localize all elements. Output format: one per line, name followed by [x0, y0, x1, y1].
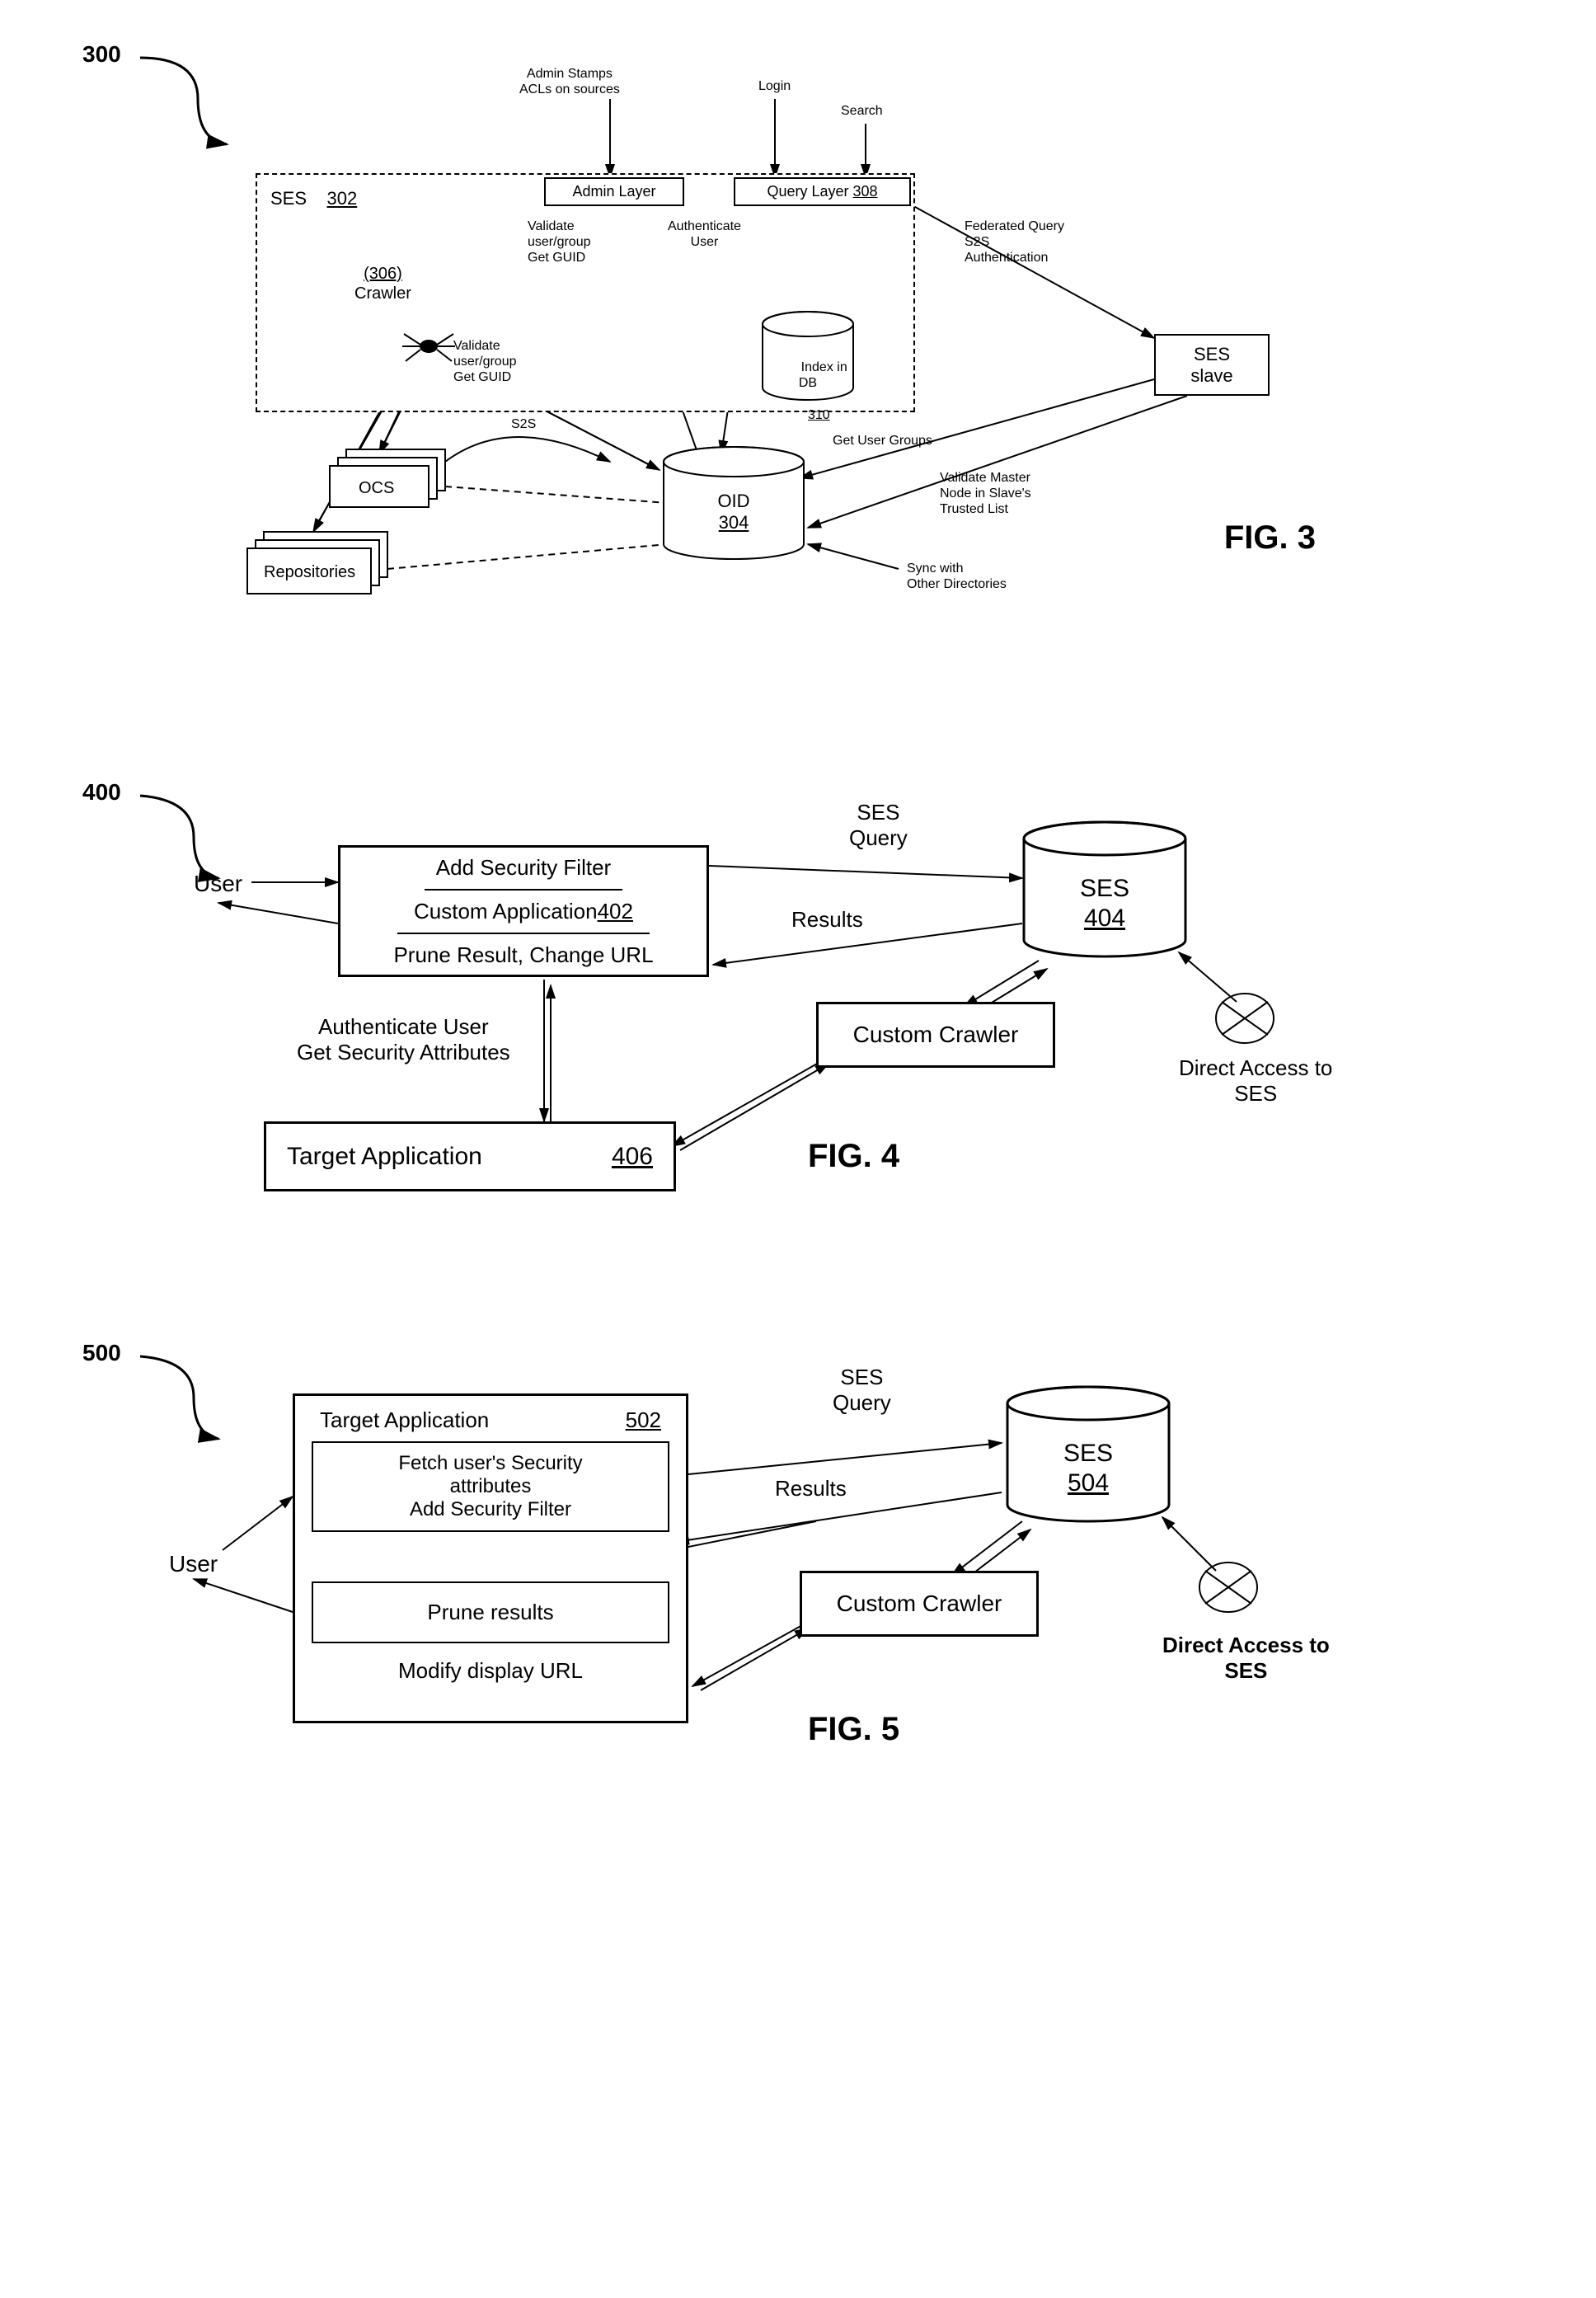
admin-stamps-label: Admin Stamps ACLs on sources — [519, 66, 620, 97]
admin-layer: Admin Layer — [544, 177, 684, 206]
validate-master: Validate Master Node in Slave's Trusted … — [940, 470, 1031, 518]
fig4-arrows — [33, 775, 1563, 1237]
crossed-circle-icon — [1212, 985, 1278, 1051]
crawler: (306) Crawler — [354, 264, 411, 303]
repositories-stack: Repositories — [239, 528, 404, 602]
fig4-ses-num: 404 — [1084, 905, 1125, 932]
fig3-refnum: 300 — [82, 41, 121, 68]
repositories-label: Repositories — [264, 562, 355, 582]
fig4-user: User — [194, 870, 242, 898]
ocs-stack: OCS — [322, 445, 453, 515]
fig4-title: FIG. 4 — [808, 1138, 899, 1175]
oid-label: OID — [717, 491, 749, 511]
ocs-label: OCS — [359, 478, 394, 498]
query-layer: Query Layer 308 — [734, 177, 911, 206]
fig4-direct-access: Direct Access to SES — [1179, 1055, 1332, 1107]
fig5-target-app: Target Application 502 Fetch user's Secu… — [293, 1393, 688, 1723]
ses-label: SES — [270, 188, 307, 209]
fig5-ses-query: SES Query — [833, 1365, 891, 1416]
fig5-target-app-num: 502 — [626, 1407, 661, 1433]
sync: Sync with Other Directories — [907, 561, 1007, 592]
validate-ug1: Validate user/group Get GUID — [528, 219, 591, 266]
fig5-user: User — [169, 1550, 218, 1578]
custom-app-row2-label: Custom Application — [414, 899, 598, 924]
s2s: S2S — [511, 416, 536, 432]
spider-icon — [396, 322, 462, 371]
fig5-inner-box2: Prune results — [312, 1581, 669, 1643]
login-label: Login — [758, 78, 791, 94]
crawler-label: Crawler — [354, 284, 411, 303]
custom-app-row3: Prune Result, Change URL — [382, 934, 664, 976]
oid-num: 304 — [719, 512, 749, 533]
fig5-target-app-title: Target Application — [320, 1407, 489, 1433]
fed-query: Federated Query S2S Authentication — [965, 219, 1064, 266]
fig4-ses-query: SES Query — [849, 800, 908, 851]
crawler-num: (306) — [354, 264, 411, 284]
figure-3: 300 SES 302 (306) Crawler Admin Layer Qu… — [33, 33, 1563, 676]
fig5-custom-crawler: Custom Crawler — [800, 1571, 1039, 1637]
oid-cylinder: OID 304 — [660, 445, 808, 573]
crossed-circle-icon — [1195, 1554, 1261, 1620]
fig4-refnum: 400 — [82, 779, 121, 806]
get-user-groups: Get User Groups — [833, 433, 932, 449]
query-layer-label: Query Layer — [767, 183, 848, 200]
fig4-target-app-num: 406 — [612, 1143, 653, 1171]
fig5-ses-label: SES — [1063, 1440, 1113, 1467]
index-db-num: 310 — [808, 408, 830, 422]
fig4-auth-user: Authenticate User Get Security Attribute… — [297, 1014, 510, 1065]
fig5-ses-cylinder: SES 504 — [1002, 1385, 1175, 1538]
fig5-refnum: 500 — [82, 1340, 121, 1366]
fig5-title: FIG. 5 — [808, 1711, 899, 1748]
fig5-inner-box1: Fetch user's Security attributes Add Sec… — [312, 1441, 669, 1532]
figure-5: 500 User Target Application 502 Fetch us… — [33, 1336, 1563, 1798]
fig5-direct-access: Direct Access to SES — [1162, 1633, 1330, 1684]
fig4-target-app: Target Application 406 — [264, 1121, 676, 1191]
auth-user: Authenticate User — [668, 219, 741, 250]
fig3-title: FIG. 3 — [1224, 519, 1316, 557]
fig5-results: Results — [775, 1476, 847, 1501]
fig4-results: Results — [791, 907, 863, 933]
custom-app-box: Add Security Filter Custom Application 4… — [338, 845, 709, 977]
fig4-target-app-label: Target Application — [287, 1143, 482, 1171]
figure-4: 400 User Add Security Filter Custom Appl… — [33, 775, 1563, 1237]
index-db-cylinder: Index in DB 310 — [758, 309, 857, 412]
validate-ug2: Validate user/group Get GUID — [453, 338, 517, 386]
ses-num: 302 — [326, 188, 357, 209]
fig4-ses-label: SES — [1080, 875, 1129, 902]
fig5-ses-num: 504 — [1068, 1469, 1109, 1497]
search-label: Search — [841, 103, 883, 119]
custom-app-row1: Add Security Filter — [425, 847, 622, 891]
fig4-ses-cylinder: SES 404 — [1018, 820, 1191, 973]
custom-app-row2-num: 402 — [598, 899, 633, 924]
fig5-footer: Modify display URL — [295, 1658, 686, 1684]
fig5-arrows — [33, 1336, 1563, 1798]
query-layer-num: 308 — [853, 183, 878, 200]
fig4-custom-crawler: Custom Crawler — [816, 1002, 1055, 1068]
ses-slave: SES slave — [1154, 334, 1270, 396]
